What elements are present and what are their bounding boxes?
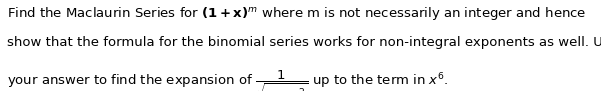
Text: show that the formula for the binomial series works for non-integral exponents a: show that the formula for the binomial s…: [7, 36, 601, 49]
Text: Find the Maclaurin Series for $\mathbf{(1 + x)^{\it{m}}}$ where m is not necessa: Find the Maclaurin Series for $\mathbf{(…: [7, 5, 587, 22]
Text: your answer to find the expansion of $\dfrac{1}{\sqrt{1-x^2}}$ up to the term in: your answer to find the expansion of $\d…: [7, 68, 448, 91]
